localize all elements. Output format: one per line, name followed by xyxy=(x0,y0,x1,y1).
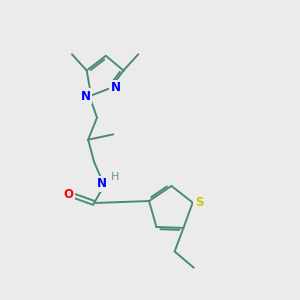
Text: N: N xyxy=(81,90,91,103)
Text: N: N xyxy=(96,177,106,190)
Text: N: N xyxy=(110,81,121,94)
Text: S: S xyxy=(195,196,203,209)
Text: H: H xyxy=(111,172,119,182)
Text: O: O xyxy=(63,188,73,201)
